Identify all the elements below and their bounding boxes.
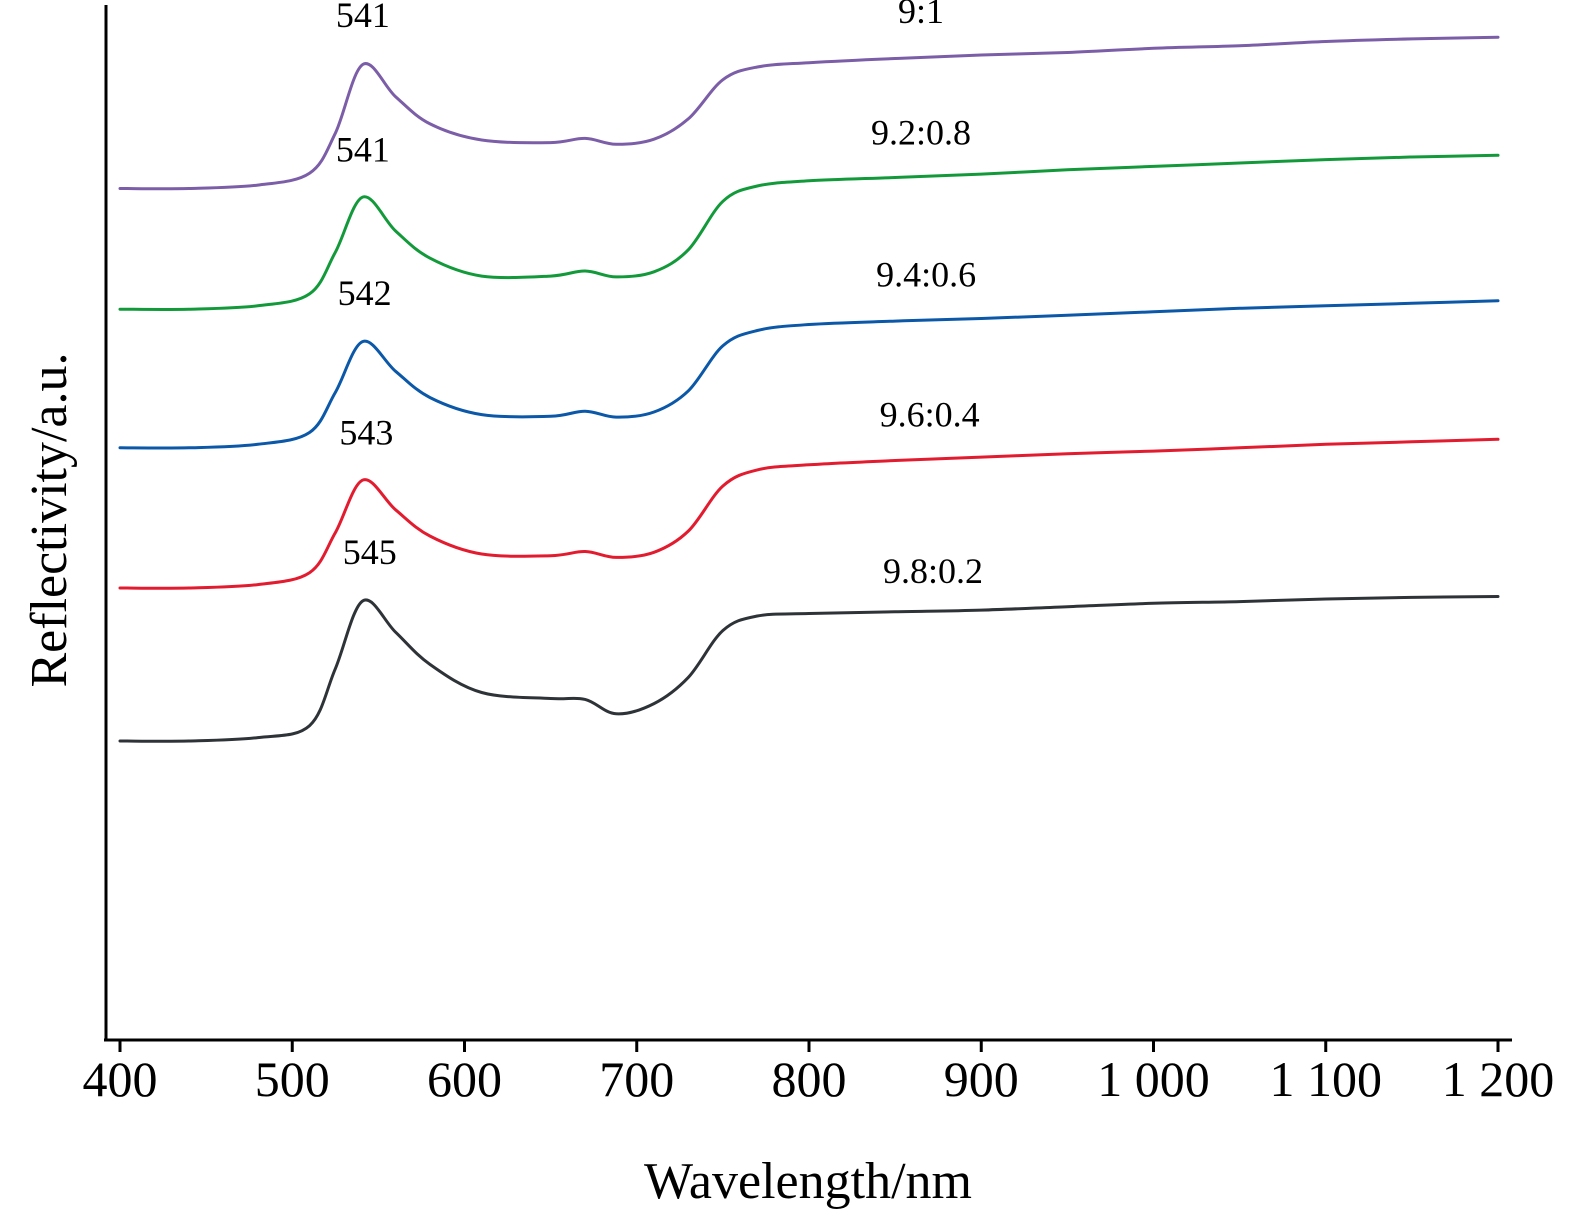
x-axis-title: Wavelength/nm bbox=[644, 1153, 972, 1210]
annotation-label: 545 bbox=[343, 532, 397, 572]
annotation-label: 543 bbox=[339, 412, 393, 452]
annotation-label: 9.6:0.4 bbox=[880, 395, 980, 435]
series-line bbox=[118, 299, 1500, 450]
x-tick-label: 900 bbox=[944, 1051, 1019, 1107]
series-line bbox=[118, 437, 1500, 590]
x-tick-label: 1 100 bbox=[1270, 1051, 1383, 1107]
x-ticks bbox=[118, 1040, 1500, 1052]
x-tick-label: 800 bbox=[772, 1051, 847, 1107]
x-tick-label: 500 bbox=[255, 1051, 330, 1107]
x-tick-labels: 400 500 600 700 800 900 1 000 1 100 1 200 bbox=[83, 1051, 1555, 1107]
x-tick-label: 1 000 bbox=[1097, 1051, 1210, 1107]
series-lines bbox=[118, 35, 1500, 743]
x-tick-label: 400 bbox=[83, 1051, 158, 1107]
annotation-label: 9:1 bbox=[898, 0, 944, 31]
x-tick-label: 700 bbox=[599, 1051, 674, 1107]
annotation-label: 9.4:0.6 bbox=[876, 254, 976, 294]
series-line bbox=[118, 35, 1500, 191]
annotation-label: 541 bbox=[336, 0, 390, 35]
series-line bbox=[118, 595, 1500, 743]
annotation-label: 9.2:0.8 bbox=[871, 112, 971, 152]
x-tick-label: 600 bbox=[427, 1051, 502, 1107]
annotation-label: 9.8:0.2 bbox=[883, 551, 983, 591]
annotation-label: 542 bbox=[338, 273, 392, 313]
annotations: 541 9:1 541 9.2:0.8 542 9.4:0.6 543 9.6:0.4 545 9… bbox=[336, 0, 983, 591]
series-line bbox=[118, 153, 1500, 311]
x-tick-label: 1 200 bbox=[1442, 1051, 1555, 1107]
annotation-label: 541 bbox=[336, 129, 390, 169]
y-axis-title: Reflectivity/a.u. bbox=[21, 352, 78, 687]
